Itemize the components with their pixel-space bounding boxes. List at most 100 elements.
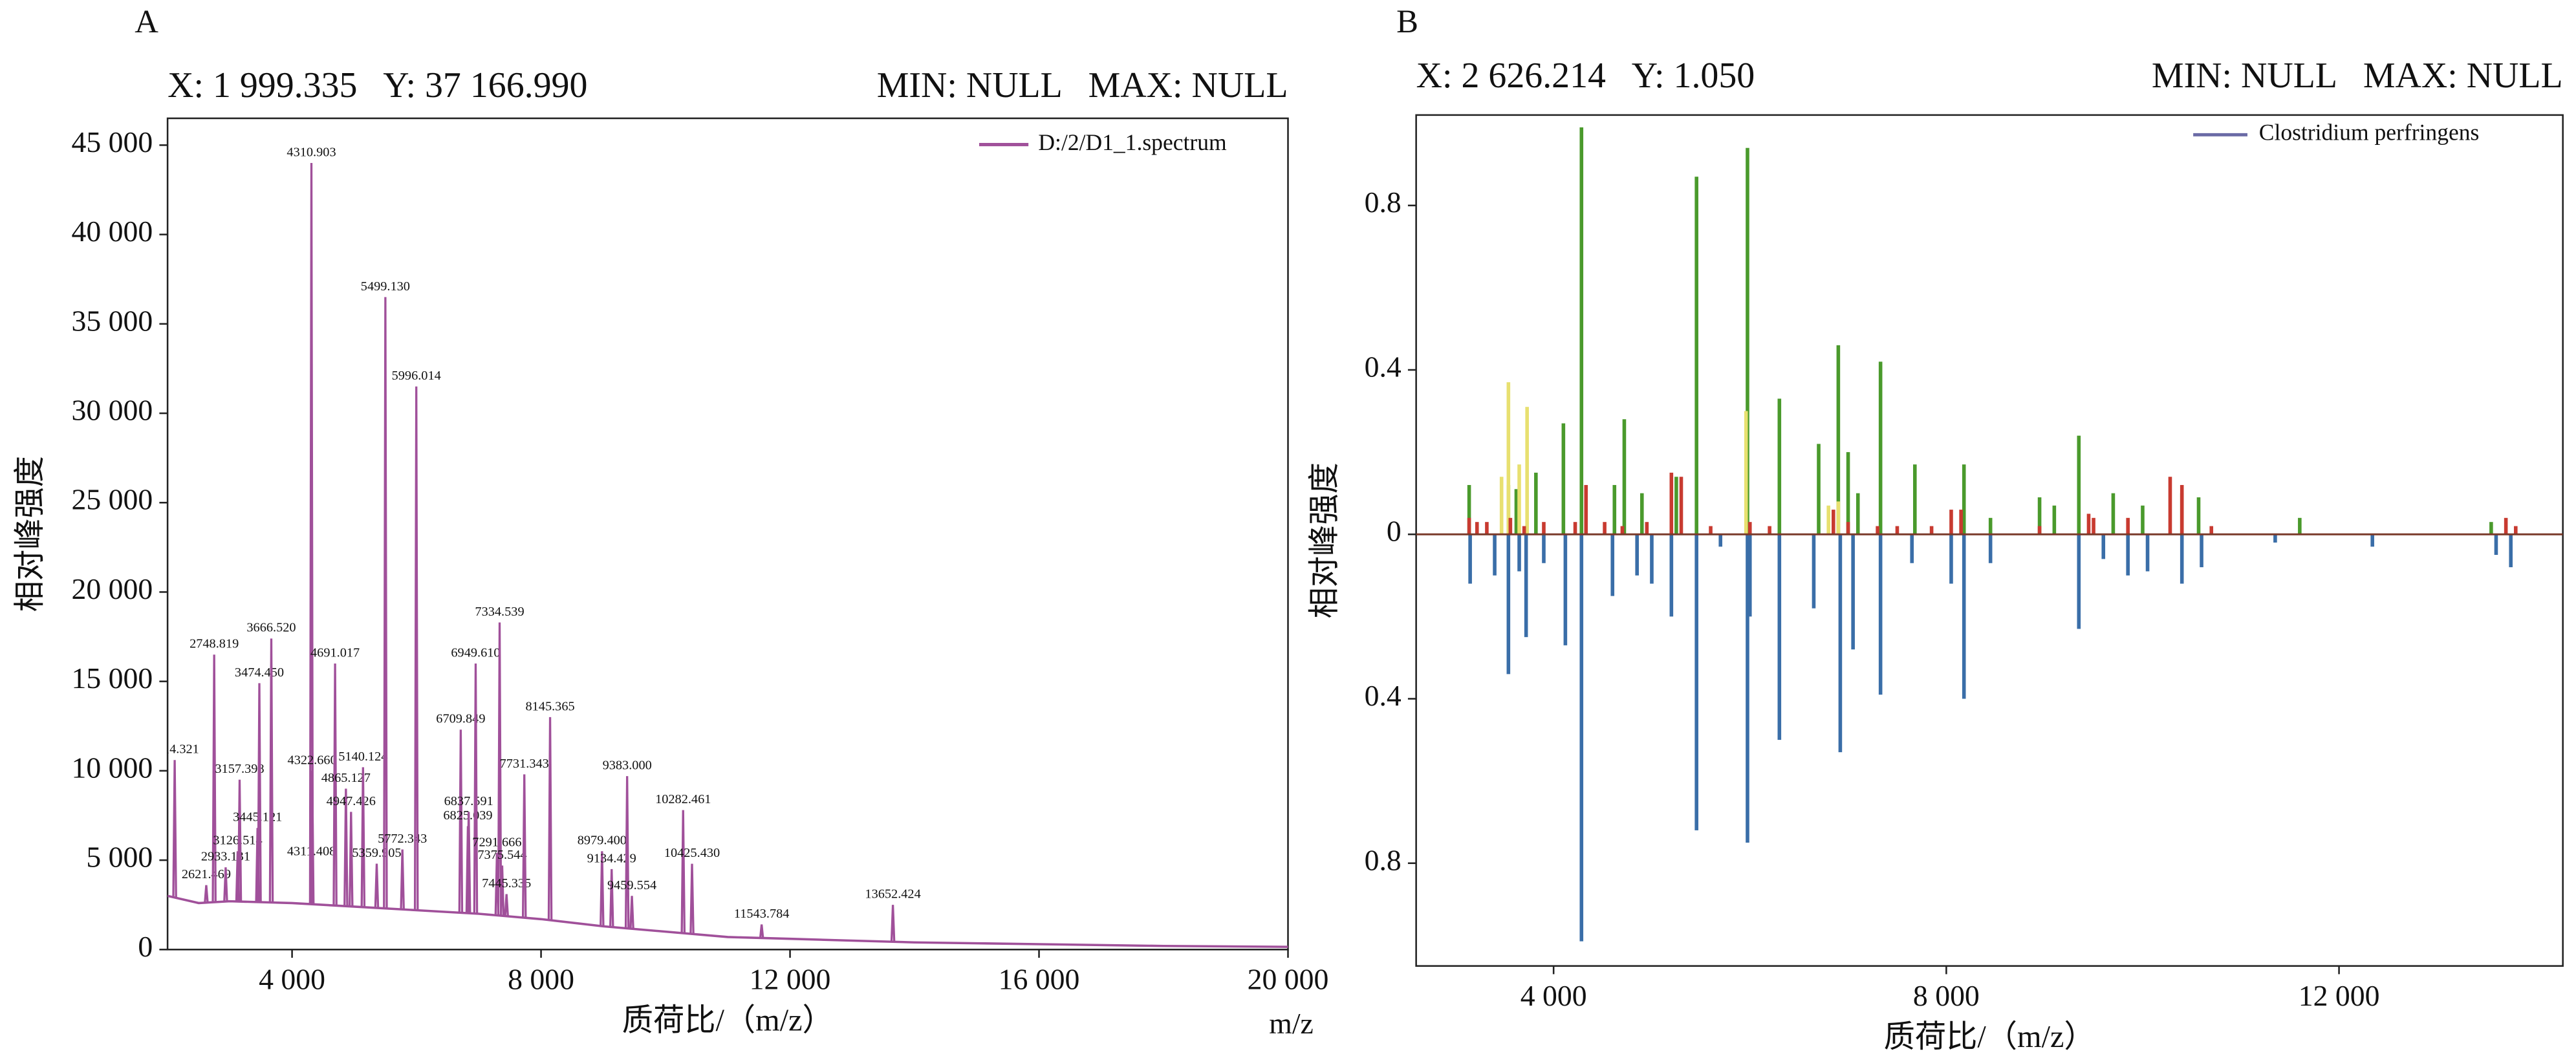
stick bbox=[1493, 534, 1497, 576]
y-tick-label: 20 000 bbox=[72, 572, 153, 605]
stick bbox=[1674, 477, 1678, 535]
stick bbox=[1746, 147, 1749, 535]
stick bbox=[1846, 452, 1850, 535]
stick bbox=[1836, 345, 1841, 535]
y-tick-label: 40 000 bbox=[72, 215, 153, 248]
peak-label: 4947.426 bbox=[327, 794, 376, 808]
stick bbox=[1679, 477, 1683, 535]
legend-label: D:/2/D1_1.spectrum bbox=[1038, 129, 1227, 155]
readout: X: 2 626.214 Y: 1.050 bbox=[1416, 56, 1755, 96]
stick bbox=[2126, 534, 2130, 576]
peak-label: 4310.903 bbox=[287, 145, 336, 159]
peak-label: 6837.591 bbox=[444, 794, 493, 808]
stick bbox=[1542, 522, 1546, 535]
peak-label: 5359.905 bbox=[352, 846, 401, 860]
stick bbox=[1534, 472, 1538, 535]
peak-label: 2114.321 bbox=[150, 742, 199, 757]
peak bbox=[308, 163, 314, 905]
peak-label: 7731.343 bbox=[500, 757, 549, 771]
stick bbox=[1561, 423, 1566, 535]
stick bbox=[1988, 534, 1993, 563]
y-tick-label: 0.4 bbox=[1365, 679, 1402, 712]
stick bbox=[1929, 526, 1934, 535]
peak-label: 4691.017 bbox=[310, 645, 360, 660]
stick bbox=[1988, 517, 1993, 535]
stick bbox=[2092, 517, 2095, 535]
peak-label: 9383.000 bbox=[603, 759, 652, 773]
peak bbox=[497, 622, 503, 916]
x-axis-label: 质荷比/（m/z） bbox=[1884, 1020, 2095, 1054]
legend-label: Clostridium perfringens bbox=[2259, 120, 2480, 146]
peak-label: 3126.514 bbox=[213, 834, 262, 848]
stick bbox=[1812, 534, 1816, 609]
stick bbox=[2141, 505, 2145, 535]
y-tick-label: 0.4 bbox=[1365, 350, 1402, 383]
stick bbox=[1584, 484, 1588, 535]
stick bbox=[1744, 411, 1748, 535]
x-tick-label: 16 000 bbox=[999, 963, 1080, 996]
stick bbox=[1635, 534, 1639, 576]
stick bbox=[1645, 522, 1649, 535]
stick bbox=[2494, 534, 2498, 556]
stick bbox=[1838, 534, 1843, 753]
stick bbox=[2200, 534, 2203, 568]
stick bbox=[1895, 526, 1900, 535]
stick bbox=[2145, 534, 2150, 572]
stick bbox=[1709, 526, 1713, 535]
stick bbox=[1748, 522, 1752, 535]
peak-label: 10425.430 bbox=[664, 846, 720, 860]
stick bbox=[2052, 505, 2057, 535]
stick bbox=[1517, 534, 1521, 572]
x-tick-label: 8 000 bbox=[1913, 979, 1980, 1012]
peak-label: 11543.784 bbox=[734, 907, 790, 921]
peak-label: 7375.544 bbox=[477, 848, 526, 862]
peak bbox=[383, 297, 388, 909]
stick bbox=[1876, 526, 1879, 535]
peak-label: 5499.130 bbox=[361, 279, 410, 294]
y-tick-label: 30 000 bbox=[72, 394, 153, 427]
peak bbox=[521, 774, 527, 918]
stick bbox=[2509, 534, 2513, 568]
stick bbox=[1777, 398, 1782, 535]
peak-label: 8145.365 bbox=[525, 699, 574, 713]
x-tick-label: 4 000 bbox=[259, 963, 325, 996]
stick bbox=[1912, 464, 1917, 535]
peak-label: 3157.398 bbox=[215, 762, 264, 776]
stick bbox=[1542, 534, 1546, 563]
stick bbox=[1467, 517, 1471, 535]
range-readout: MIN: NULL MAX: NULL bbox=[2152, 56, 2563, 96]
stick bbox=[1467, 484, 1471, 535]
stick bbox=[1620, 526, 1625, 535]
peak-label: 4865.127 bbox=[321, 771, 371, 785]
peak bbox=[624, 776, 630, 929]
stick bbox=[1826, 505, 1830, 535]
peak bbox=[759, 924, 764, 938]
readout: X: 1 999.335 Y: 37 166.990 bbox=[168, 65, 587, 105]
peak-label: 7291.666 bbox=[472, 835, 521, 849]
stick bbox=[2209, 526, 2214, 535]
stick bbox=[2504, 517, 2508, 535]
stick bbox=[1748, 534, 1752, 617]
stick bbox=[2298, 517, 2302, 535]
y-tick-label: 0 bbox=[138, 930, 153, 963]
peak-label: 5996.014 bbox=[392, 369, 441, 383]
stick bbox=[1746, 534, 1749, 843]
peak bbox=[268, 638, 274, 903]
stick bbox=[1522, 526, 1526, 535]
peak bbox=[600, 851, 605, 927]
stick bbox=[1579, 127, 1584, 535]
peak-label: 6709.849 bbox=[436, 712, 485, 726]
peak-label: 3474.450 bbox=[235, 665, 284, 680]
stick bbox=[2037, 497, 2042, 535]
stick bbox=[1610, 534, 1615, 596]
panel-letter: A bbox=[135, 3, 158, 39]
peak bbox=[466, 812, 471, 914]
peak-label: 5772.343 bbox=[378, 832, 427, 846]
peak bbox=[349, 812, 354, 907]
stick bbox=[2126, 517, 2130, 535]
peak bbox=[223, 867, 228, 902]
stick bbox=[1579, 534, 1584, 942]
y-tick-label: 45 000 bbox=[72, 125, 153, 158]
stick bbox=[1524, 534, 1528, 638]
